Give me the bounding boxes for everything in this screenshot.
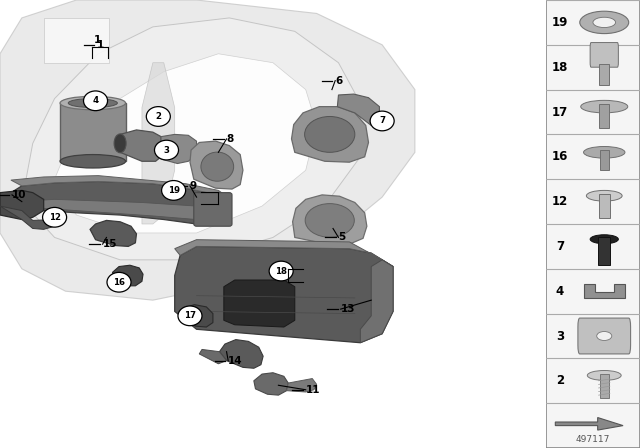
Text: 1: 1 <box>97 40 104 50</box>
Ellipse shape <box>201 152 234 181</box>
Text: 13: 13 <box>340 304 355 314</box>
Text: 16: 16 <box>552 150 568 164</box>
Polygon shape <box>220 340 263 368</box>
Polygon shape <box>292 107 369 162</box>
Text: 12: 12 <box>552 195 568 208</box>
Ellipse shape <box>305 116 355 152</box>
FancyBboxPatch shape <box>600 150 609 170</box>
Text: 9: 9 <box>190 181 197 191</box>
Circle shape <box>84 91 108 111</box>
Text: 8: 8 <box>227 134 234 144</box>
Ellipse shape <box>596 332 612 340</box>
Ellipse shape <box>305 203 355 237</box>
Text: 5: 5 <box>339 233 346 242</box>
Polygon shape <box>190 141 243 189</box>
Polygon shape <box>11 181 218 224</box>
Polygon shape <box>0 206 54 229</box>
Polygon shape <box>113 265 143 286</box>
Ellipse shape <box>580 11 628 34</box>
Ellipse shape <box>68 99 117 108</box>
Text: 7: 7 <box>556 240 564 253</box>
FancyBboxPatch shape <box>600 374 609 398</box>
FancyBboxPatch shape <box>578 318 630 354</box>
FancyBboxPatch shape <box>590 43 618 67</box>
Text: 10: 10 <box>12 190 26 200</box>
Polygon shape <box>556 418 623 430</box>
Polygon shape <box>179 305 213 327</box>
Circle shape <box>154 140 179 160</box>
Ellipse shape <box>588 370 621 380</box>
FancyBboxPatch shape <box>194 193 232 226</box>
Polygon shape <box>254 373 288 395</box>
Text: 3: 3 <box>556 329 564 343</box>
Polygon shape <box>54 54 317 233</box>
Text: 2: 2 <box>156 112 161 121</box>
Polygon shape <box>292 195 367 244</box>
Circle shape <box>43 207 67 227</box>
Text: 11: 11 <box>306 385 320 395</box>
Text: 15: 15 <box>102 239 117 249</box>
FancyBboxPatch shape <box>598 194 610 218</box>
Text: 2: 2 <box>556 374 564 388</box>
Text: 1: 1 <box>93 35 100 45</box>
Ellipse shape <box>584 146 625 158</box>
Polygon shape <box>199 349 227 364</box>
Polygon shape <box>90 220 136 246</box>
Text: 4: 4 <box>556 284 564 298</box>
Text: 18: 18 <box>552 60 568 74</box>
Polygon shape <box>22 18 360 260</box>
Polygon shape <box>0 0 415 300</box>
Text: 7: 7 <box>379 116 385 125</box>
Polygon shape <box>142 63 175 224</box>
Text: 6: 6 <box>335 76 342 86</box>
Text: 497117: 497117 <box>576 435 610 444</box>
Polygon shape <box>120 130 161 161</box>
Text: 4: 4 <box>92 96 99 105</box>
Text: 12: 12 <box>49 213 61 222</box>
Ellipse shape <box>114 134 126 153</box>
Ellipse shape <box>590 235 618 244</box>
Polygon shape <box>175 240 393 267</box>
Text: 16: 16 <box>113 278 125 287</box>
Polygon shape <box>33 199 207 220</box>
Polygon shape <box>161 134 196 164</box>
Ellipse shape <box>586 190 622 201</box>
Polygon shape <box>360 260 393 343</box>
Polygon shape <box>584 284 625 298</box>
Circle shape <box>178 306 202 326</box>
Ellipse shape <box>60 155 125 168</box>
FancyBboxPatch shape <box>599 64 609 85</box>
Text: 17: 17 <box>184 311 196 320</box>
Text: 19: 19 <box>168 186 180 195</box>
Ellipse shape <box>60 96 125 110</box>
Text: 18: 18 <box>275 267 287 276</box>
Polygon shape <box>175 246 393 343</box>
Polygon shape <box>11 176 229 199</box>
FancyBboxPatch shape <box>546 0 640 448</box>
FancyBboxPatch shape <box>44 18 109 63</box>
Polygon shape <box>337 94 380 125</box>
Circle shape <box>107 272 131 292</box>
FancyBboxPatch shape <box>60 103 125 161</box>
Text: 19: 19 <box>552 16 568 29</box>
Circle shape <box>370 111 394 131</box>
Text: 17: 17 <box>552 105 568 119</box>
Ellipse shape <box>593 17 616 28</box>
Text: 14: 14 <box>228 356 243 366</box>
Polygon shape <box>224 280 295 327</box>
Polygon shape <box>287 379 317 392</box>
FancyBboxPatch shape <box>598 237 611 265</box>
Polygon shape <box>0 190 44 220</box>
Text: 3: 3 <box>163 146 170 155</box>
Circle shape <box>147 107 170 126</box>
Circle shape <box>161 181 186 200</box>
Circle shape <box>269 261 293 281</box>
FancyBboxPatch shape <box>599 104 609 128</box>
Ellipse shape <box>580 100 628 113</box>
